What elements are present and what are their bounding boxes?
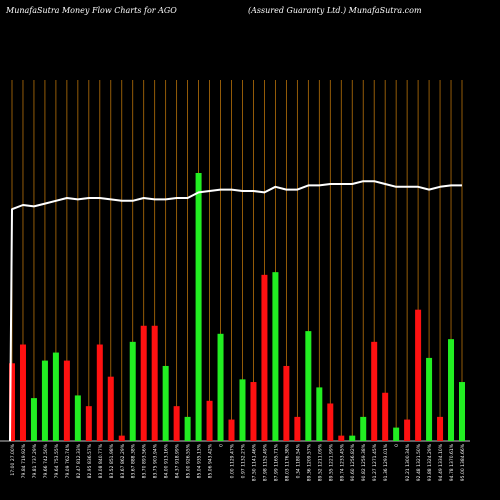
x-tick-label: 17:00 27.00% — [10, 443, 16, 475]
bar — [272, 272, 279, 441]
bar — [283, 365, 290, 441]
x-tick-label: 83.08 840.77% — [98, 443, 104, 478]
bar — [316, 387, 323, 441]
x-tick-label: 79.66 742.50% — [43, 443, 49, 478]
x-tick-label: 87.50 1141.46% — [251, 443, 257, 481]
x-tick-labels: 17:00 27.00% 79.84 719.92% 79.81 737.29% 79… — [10, 443, 466, 481]
bar — [195, 173, 202, 441]
bar — [426, 357, 433, 441]
bar — [448, 339, 455, 441]
bar — [250, 382, 257, 441]
bar — [459, 382, 465, 441]
x-tick-label: 0.97 1132.27% — [240, 443, 246, 478]
x-tick-label: 0.00 1129.47% — [230, 443, 236, 478]
x-tick-label: 83.75 903.94% — [153, 443, 159, 478]
bar — [118, 435, 125, 441]
x-tick-label: 93.88 1324.29% — [427, 443, 433, 481]
bar — [151, 325, 158, 441]
bar — [19, 344, 26, 441]
x-tick-label: 89.52 1211.09% — [317, 443, 323, 481]
x-tick-label: 0 — [394, 444, 400, 447]
price-line — [9, 180, 462, 442]
x-tick-label: 83.67 888.38% — [131, 443, 137, 478]
bar — [338, 435, 345, 441]
x-tick-label: 79.81 737.29% — [32, 443, 38, 478]
x-tick-label: 87.99 1165.71% — [273, 443, 279, 481]
bar — [184, 416, 191, 441]
x-tick-label: 83.70 893.56% — [142, 443, 148, 478]
x-tick-label: 85.06 943.42% — [208, 443, 214, 478]
x-tick-label: 92.48 1321.50% — [416, 443, 422, 481]
bar — [327, 403, 334, 441]
bar — [96, 344, 103, 441]
x-tick-label: 89.55 1221.99% — [328, 443, 334, 481]
x-tick-label: 95.00 1384.66% — [460, 443, 466, 481]
x-tick-label: 84.37 918.99% — [175, 443, 181, 478]
bar — [360, 416, 367, 441]
x-tick-label: 94.78 1370.61% — [449, 443, 455, 481]
bar — [41, 360, 48, 441]
x-tick-label: 83.52 851.98% — [109, 443, 115, 478]
grid-lines — [0, 80, 470, 442]
x-tick-label: 88.03 1176.38% — [284, 443, 290, 481]
x-tick-label: 91.27 1271.45% — [372, 443, 378, 481]
bar — [9, 363, 15, 441]
bar — [85, 406, 92, 441]
x-tick-label: 79.09 762.74% — [65, 443, 71, 478]
bar — [217, 333, 224, 441]
bar — [305, 331, 312, 441]
x-tick-label: 82.95 836.57% — [87, 443, 93, 478]
x-tick-label: 90.82 1259.38% — [361, 443, 367, 481]
bar — [162, 365, 169, 441]
bar — [393, 427, 400, 441]
x-tick-label: 79.84 719.92% — [21, 443, 27, 478]
chart-title: MunafaSutra Money Flow Charts for AGO — [6, 6, 177, 15]
x-tick-label: 0.34 1180.54% — [295, 443, 301, 478]
bar — [129, 341, 136, 441]
series-line — [9, 180, 462, 442]
bar — [74, 395, 81, 441]
bar — [294, 416, 301, 441]
bar — [206, 400, 213, 441]
x-tick-label: 89.74 1233.45% — [339, 443, 345, 481]
x-tick-label: 94.49 1334.10% — [438, 443, 444, 481]
x-tick-label: 82.47 812.33% — [76, 443, 82, 478]
bar — [140, 325, 147, 441]
bar — [404, 419, 411, 441]
x-tick-label: 0 — [219, 444, 225, 447]
x-tick-label: 87.98 1152.49% — [262, 443, 268, 481]
bar — [371, 341, 378, 441]
bar — [349, 435, 356, 441]
x-tick-label: 85.04 935.13% — [197, 443, 203, 478]
bars — [9, 173, 465, 441]
x-tick-label: 79.64 753.55% — [54, 443, 60, 478]
bar — [382, 392, 389, 441]
bar — [239, 379, 246, 441]
x-tick-label: 83.67 862.29% — [120, 443, 126, 478]
x-tick-label: 84.00 913.16% — [164, 443, 170, 478]
bar — [228, 419, 235, 441]
x-tick-label: 92.21 1300.34% — [405, 443, 411, 481]
chart-source: (Assured Guaranty Ltd.) MunafaSutra.com — [248, 6, 422, 15]
x-tick-label: 85.00 926.55% — [186, 443, 192, 478]
bar — [107, 376, 114, 441]
x-tick-label: 91.36 1293.01% — [383, 443, 389, 481]
bar — [63, 360, 70, 441]
x-tick-label: 90.60 1256.82% — [350, 443, 356, 481]
x-tick-label: 89.36 1209.57% — [306, 443, 312, 481]
bar — [173, 406, 180, 441]
bar — [415, 309, 422, 441]
bar — [30, 398, 37, 441]
bar — [52, 352, 59, 441]
bar — [261, 274, 268, 441]
bar — [437, 416, 444, 441]
